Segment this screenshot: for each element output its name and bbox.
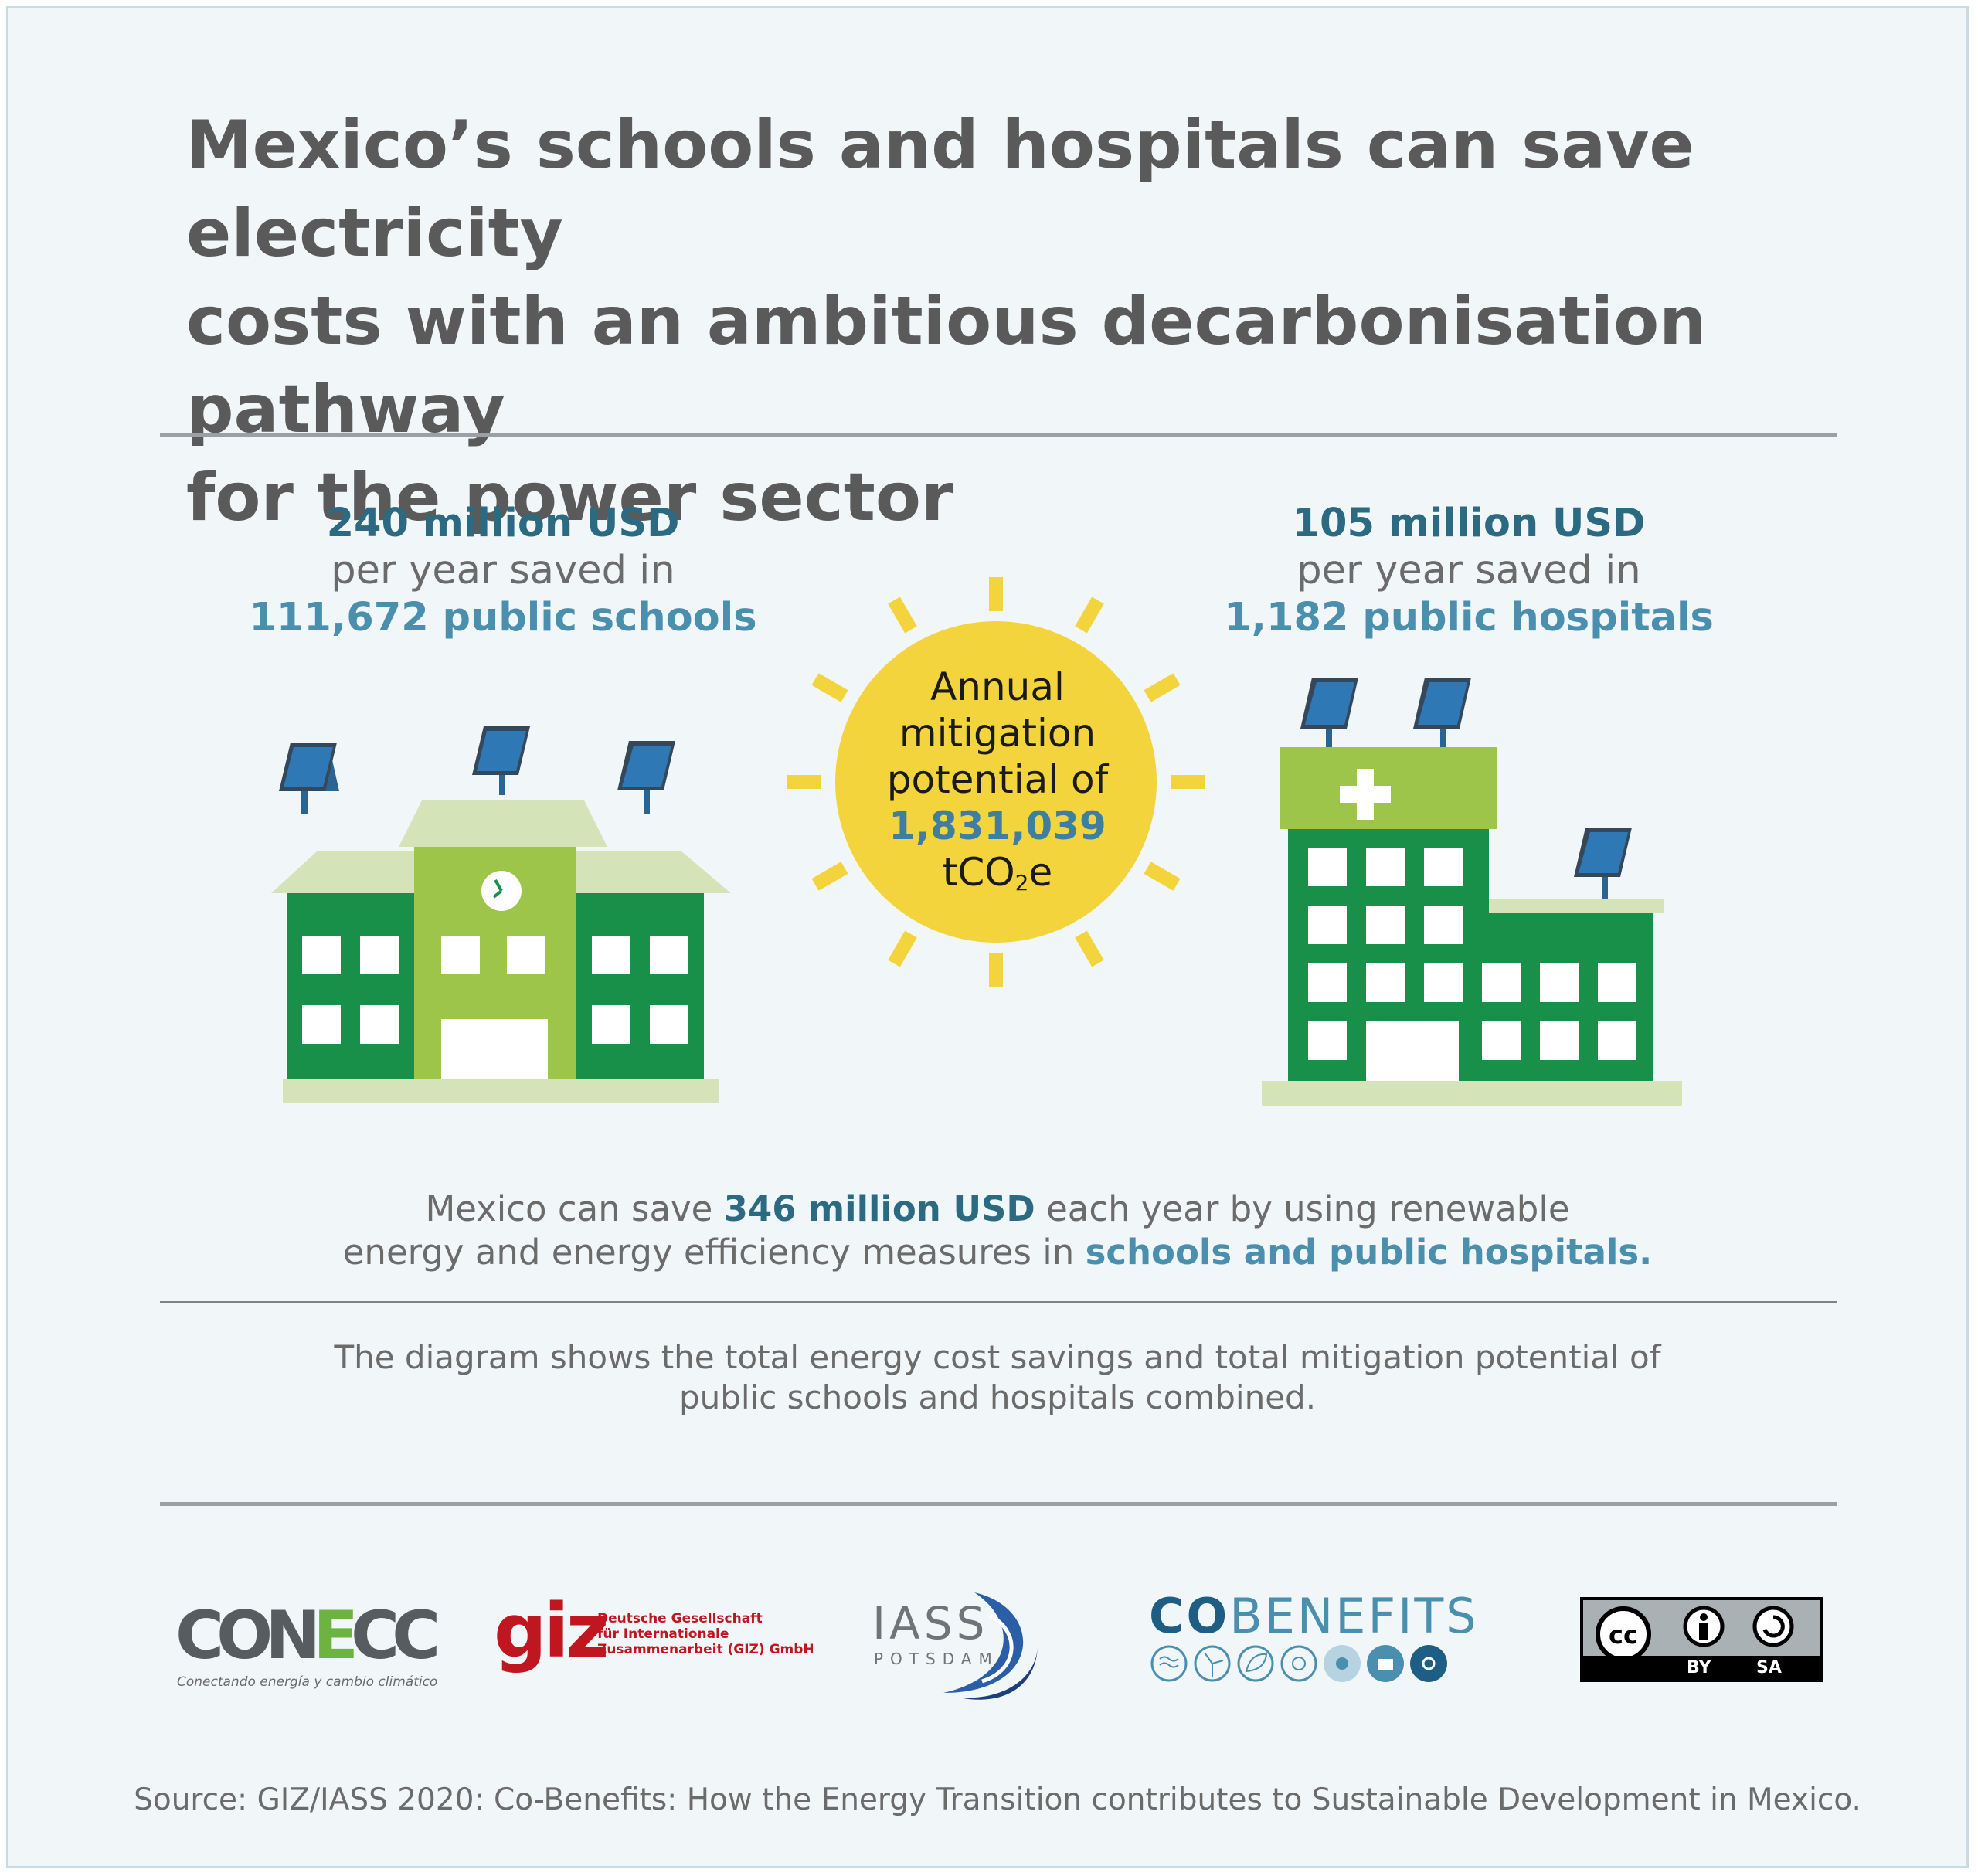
solar-panel-icon bbox=[1300, 678, 1358, 752]
solar-panel-icon bbox=[279, 743, 339, 814]
conecc-word-b: CC bbox=[350, 1597, 440, 1674]
summary-line-2: energy and energy efficiency measures in… bbox=[163, 1231, 1832, 1274]
conecc-logo: CONECC bbox=[175, 1597, 440, 1674]
infographic-frame: Mexico’s schools and hospitals can save … bbox=[6, 6, 1969, 1868]
cc-bar bbox=[1583, 1656, 1820, 1679]
hospitals-count: 1,182 public hospitals bbox=[1224, 595, 1714, 641]
page-title: Mexico’s schools and hospitals can save … bbox=[186, 101, 1886, 542]
cobenefits-benefits: BENEFITS bbox=[1229, 1588, 1479, 1644]
solar-panel-icon bbox=[617, 741, 675, 814]
cc-icons: cc bbox=[1596, 1606, 1794, 1662]
sun-line-1: Annual bbox=[930, 664, 1065, 709]
schools-count: 111,672 public schools bbox=[249, 595, 757, 641]
water-icon bbox=[1150, 1645, 1188, 1682]
cobenefits-icon-row bbox=[1150, 1645, 1447, 1682]
sun-line-3: potential of bbox=[886, 757, 1109, 802]
summary-part-2: each year by using renewable bbox=[1035, 1188, 1570, 1229]
top-divider bbox=[160, 433, 1837, 437]
summary-part-1: Mexico can save bbox=[425, 1188, 724, 1229]
mitigation-label: Annual mitigation potential of 1,831,039… bbox=[843, 664, 1152, 896]
solar-panel-icon bbox=[472, 726, 530, 795]
savings-summary: Mexico can save 346 million USD each yea… bbox=[163, 1188, 1832, 1274]
summary-line-1: Mexico can save 346 million USD each yea… bbox=[163, 1188, 1832, 1231]
leaf-icon bbox=[1237, 1645, 1274, 1682]
wind-icon bbox=[1194, 1645, 1231, 1682]
bottom-divider bbox=[160, 1502, 1837, 1506]
solar-panel-icon bbox=[1574, 828, 1632, 902]
cc-text: cc bbox=[1609, 1620, 1638, 1650]
hospitals-stat: 105 million USD per year saved in 1,182 … bbox=[1160, 500, 1778, 641]
note-line-1: The diagram shows the total energy cost … bbox=[334, 1338, 1661, 1376]
schools-stat: 240 million USD per year saved in 111,67… bbox=[194, 500, 812, 641]
conecc-word-e: E bbox=[313, 1597, 359, 1674]
diagram-note: The diagram shows the total energy cost … bbox=[163, 1337, 1832, 1418]
giz-name: Deutsche Gesellschaft für Internationale… bbox=[597, 1611, 814, 1657]
hospitals-per-year: per year saved in bbox=[1297, 548, 1641, 593]
giz-logo: giz bbox=[494, 1588, 609, 1674]
unit-prefix: tCO bbox=[942, 850, 1015, 895]
unit-suffix: e bbox=[1028, 850, 1053, 895]
iass-logo: IASS bbox=[872, 1597, 989, 1650]
medical-cross-icon bbox=[1340, 769, 1391, 820]
share-alike-icon bbox=[1752, 1606, 1794, 1647]
cc-license-badge: cc BY SA bbox=[1580, 1597, 1823, 1682]
giz-line-1: Deutsche Gesellschaft bbox=[597, 1611, 763, 1626]
school-illustration bbox=[271, 726, 731, 1103]
summary-part-3: energy and energy efficiency measures in bbox=[342, 1232, 1086, 1273]
sun-line-2: mitigation bbox=[899, 711, 1096, 756]
hospital-illustration bbox=[1262, 678, 1682, 1106]
settings-icon bbox=[1410, 1645, 1447, 1682]
mitigation-unit: tCO2e bbox=[843, 849, 1152, 896]
hospitals-amount: 105 million USD bbox=[1292, 501, 1646, 546]
iass-wave-icon bbox=[943, 1592, 1038, 1700]
title-line-1: Mexico’s schools and hospitals can save … bbox=[186, 107, 1694, 272]
gear-icon bbox=[1280, 1645, 1317, 1682]
source-citation: Source: GIZ/IASS 2020: Co-Benefits: How … bbox=[134, 1783, 1861, 1817]
cobenefits-logo: COBENEFITS bbox=[1149, 1589, 1479, 1643]
conecc-tagline: Conectando energía y cambio climático bbox=[177, 1674, 438, 1690]
title-line-3: for the power sector bbox=[186, 459, 954, 536]
summary-amount: 346 million USD bbox=[723, 1188, 1035, 1229]
sun-illustration bbox=[787, 577, 1205, 987]
schools-per-year: per year saved in bbox=[331, 548, 675, 593]
iass-subtitle: POTSDAM bbox=[874, 1650, 999, 1668]
mitigation-value: 1,831,039 bbox=[889, 804, 1106, 848]
unit-subscript: 2 bbox=[1014, 870, 1029, 896]
cc-by-label: BY bbox=[1687, 1658, 1711, 1677]
cobenefits-co: CO bbox=[1149, 1588, 1230, 1644]
summary-target: schools and public hospitals. bbox=[1085, 1232, 1653, 1273]
giz-line-2: für Internationale bbox=[597, 1626, 729, 1642]
schools-amount: 240 million USD bbox=[326, 501, 680, 546]
cc-sa-label: SA bbox=[1756, 1658, 1782, 1677]
solar-panel-icon bbox=[1413, 678, 1471, 752]
conecc-word-a: CON bbox=[175, 1597, 321, 1674]
title-line-2: costs with an ambitious decarbonisation … bbox=[186, 283, 1707, 448]
note-line-2: public schools and hospitals combined. bbox=[678, 1378, 1317, 1416]
giz-line-3: Zusammenarbeit (GIZ) GmbH bbox=[597, 1642, 814, 1657]
middle-divider bbox=[160, 1301, 1837, 1303]
